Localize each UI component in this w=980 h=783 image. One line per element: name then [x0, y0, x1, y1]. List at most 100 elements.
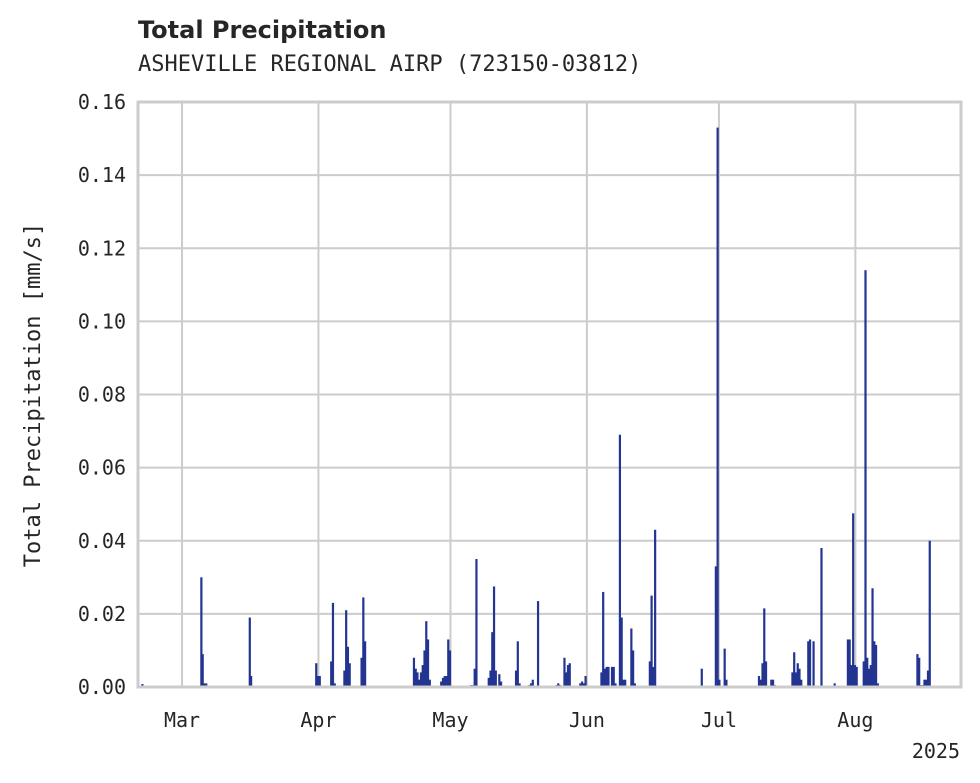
precipitation-bar — [759, 679, 762, 687]
precipitation-bar — [421, 665, 424, 687]
precipitation-bar — [876, 683, 879, 687]
precipitation-bar — [441, 677, 445, 687]
precipitation-bar — [808, 639, 812, 687]
precipitation-bar — [440, 681, 443, 687]
precipitation-bar — [916, 654, 919, 687]
precipitation-bar — [492, 586, 496, 687]
precipitation-bar — [852, 513, 855, 687]
precipitation-bar — [850, 665, 853, 687]
chart-subtitle: ASHEVILLE REGIONAL AIRP (723150-03812) — [138, 52, 642, 77]
precipitation-bar — [607, 666, 610, 687]
precipitation-bar — [428, 679, 431, 687]
precipitation-bar — [582, 683, 585, 687]
precipitation-bar — [871, 588, 874, 687]
precipitation-bar — [443, 676, 446, 687]
precipitation-bar — [343, 670, 346, 687]
precipitation-bar — [650, 595, 653, 687]
precipitation-bars — [141, 127, 931, 687]
precipitation-bar — [796, 663, 799, 687]
y-tick-label: 0.04 — [78, 529, 126, 553]
precipitation-bar — [557, 683, 560, 687]
precipitation-bar — [473, 668, 476, 687]
precipitation-bar — [579, 683, 582, 687]
x-tick-label: Apr — [300, 708, 336, 732]
precipitation-bar — [315, 663, 318, 687]
precipitation-bar — [763, 608, 766, 687]
x-tick-label: Jun — [569, 708, 605, 732]
plot-frame — [136, 100, 963, 689]
x-tick-label: Mar — [164, 708, 200, 732]
precipitation-bar — [516, 641, 519, 687]
precipitation-bar — [499, 681, 503, 687]
precipitation-bar — [425, 621, 428, 687]
precipitation-bar — [632, 650, 635, 687]
y-tick-label: 0.00 — [78, 675, 126, 699]
x-axis-ticks: Mar Apr May Jun Jul Aug — [164, 708, 873, 732]
precipitation-bar — [584, 676, 587, 687]
y-tick-label: 0.12 — [78, 236, 126, 260]
precipitation-bar — [718, 679, 721, 687]
precipitation-bar — [771, 679, 775, 687]
precipitation-bar — [820, 548, 823, 687]
precipitation-bar — [348, 663, 351, 687]
precipitation-bar — [812, 641, 815, 687]
precipitation-bar — [807, 641, 810, 687]
precipitation-bar — [723, 648, 726, 687]
precipitation-bar — [518, 683, 521, 687]
precipitation-bar — [568, 663, 571, 687]
precipitation-bar — [447, 639, 450, 687]
precipitation-bar — [610, 666, 614, 687]
precipitation-bar — [345, 610, 348, 687]
precipitation-bar — [602, 591, 605, 687]
chart-title: Total Precipitation — [138, 16, 387, 44]
precipitation-bar — [360, 657, 363, 687]
y-tick-label: 0.14 — [78, 163, 126, 187]
precipitation-bar — [928, 540, 931, 687]
precipitation-bar — [862, 661, 865, 687]
precipitation-bar — [867, 668, 871, 687]
precipitation-bar — [833, 683, 836, 687]
precipitation-bar — [652, 666, 655, 687]
precipitation-bar — [761, 663, 764, 687]
precipitation-bar — [498, 674, 501, 687]
precipitation-bar — [565, 672, 568, 687]
precipitation-bar — [793, 652, 796, 687]
precipitation-bar — [418, 679, 421, 687]
precipitation-bar — [855, 666, 858, 687]
y-tick-label: 0.08 — [78, 383, 126, 407]
precipitation-bar — [923, 679, 926, 687]
y-tick-label: 0.10 — [78, 309, 126, 333]
precipitation-bar — [654, 529, 657, 687]
precipitation-bar — [202, 683, 206, 687]
precipitation-bar — [448, 650, 452, 687]
y-axis-label: Total Precipitation [mm/s] — [21, 223, 46, 567]
precipitation-bar — [580, 681, 584, 687]
precipitation-bar — [563, 657, 566, 687]
precipitation-bar — [614, 683, 617, 687]
precipitation-bar — [630, 628, 633, 687]
precipitation-bar — [612, 666, 615, 687]
precipitation-bar — [362, 597, 365, 687]
precipitation-bar — [624, 679, 627, 687]
precipitation-bar — [416, 672, 419, 687]
y-tick-label: 0.06 — [78, 456, 126, 480]
precipitation-bar — [757, 676, 761, 687]
precipitation-bar — [426, 639, 430, 687]
precipitation-bar — [853, 665, 857, 687]
precipitation-bar — [648, 661, 651, 687]
y-axis-ticks: 0.00 0.02 0.04 0.06 0.08 0.10 0.12 0.14 0.16 — [78, 90, 126, 699]
precipitation-bar — [536, 601, 540, 687]
x-axis-year-label: 2025 — [912, 739, 960, 763]
precipitation-bar — [514, 670, 518, 687]
precipitation-bar — [848, 639, 851, 687]
precipitation-bar — [618, 434, 622, 687]
precipitation-bar — [531, 679, 534, 687]
precipitation-bar — [201, 654, 204, 687]
precipitation-bar — [330, 661, 333, 687]
precipitation-bar — [316, 676, 320, 687]
precipitation-bar — [346, 646, 350, 687]
precipitation-bar — [633, 683, 636, 687]
precipitation-bar — [873, 641, 876, 687]
precipitation-bar — [926, 670, 930, 687]
